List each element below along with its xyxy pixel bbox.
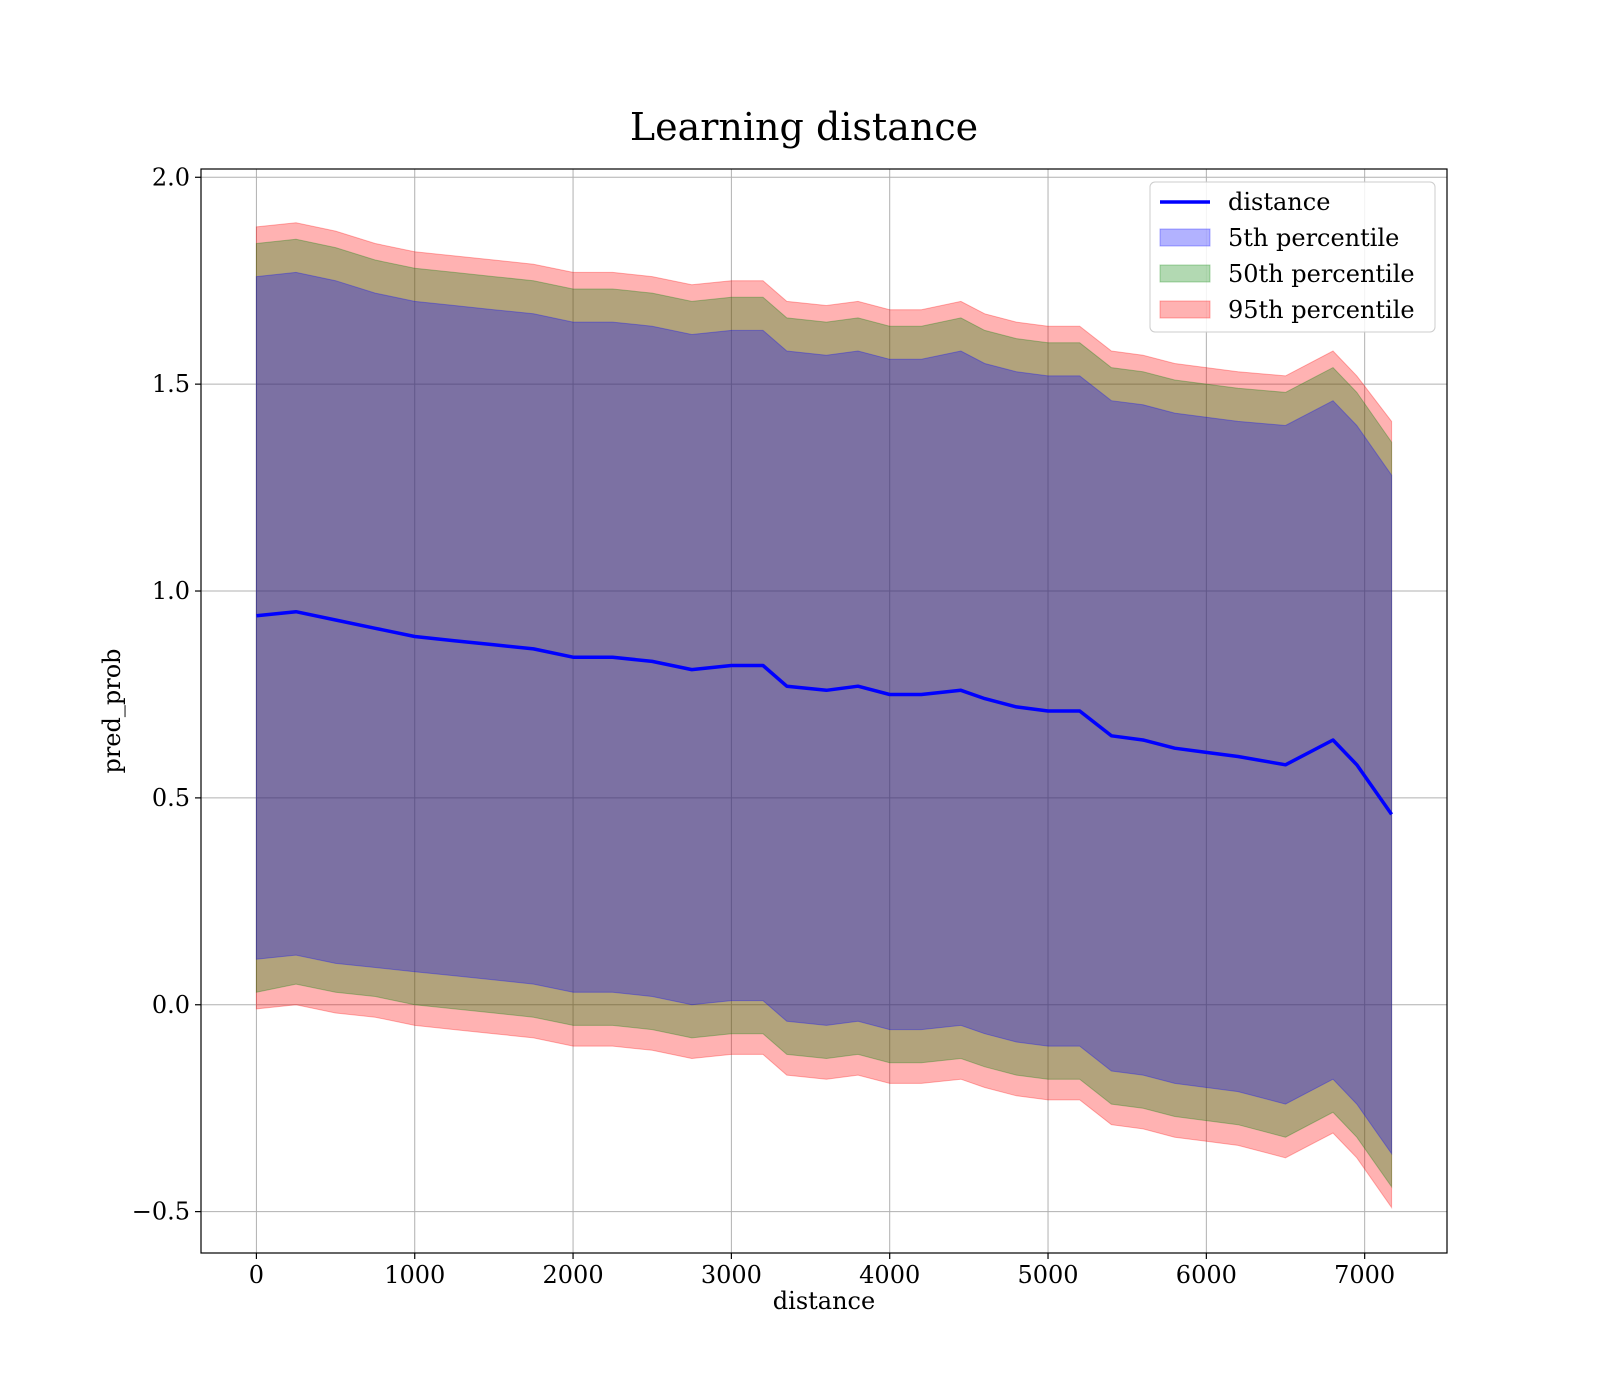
- x-tick-label: 5000: [1017, 1261, 1078, 1289]
- x-tick-label: 4000: [859, 1261, 920, 1289]
- axis-ticks: 0 1000 2000 3000 4000 5000 6000 7000 −0.5 0.0 0.5 1…: [132, 163, 1395, 1289]
- x-tick-label: 2000: [543, 1261, 604, 1289]
- x-tick-label: 6000: [1176, 1261, 1237, 1289]
- legend-entry-label: 5th percentile: [1228, 224, 1399, 252]
- distance-line-layer: [256, 609, 1394, 816]
- legend-entry-label: 50th percentile: [1228, 260, 1415, 288]
- y-tick-label: 1.5: [152, 370, 190, 398]
- band-95th-percentile: [255, 222, 1393, 1210]
- distance-line: [256, 609, 1394, 816]
- x-tick-label: 1000: [384, 1261, 445, 1289]
- legend-swatch-patch: [1159, 300, 1211, 319]
- y-tick-label: 2.0: [152, 163, 190, 191]
- y-tick-label: 1.0: [152, 577, 190, 605]
- y-tick-label: −0.5: [132, 1198, 190, 1226]
- y-tick-label: 0.0: [152, 991, 190, 1019]
- plot-frame: [200, 168, 1448, 1254]
- legend-entry-label: distance: [1228, 188, 1330, 216]
- y-tick-label: 0.5: [152, 784, 190, 812]
- x-tick-label: 3000: [701, 1261, 762, 1289]
- band-5th-percentile: [255, 271, 1393, 1156]
- percentile-bands: [255, 222, 1393, 1210]
- band-50th-percentile: [255, 238, 1393, 1189]
- x-tick-label: 7000: [1334, 1261, 1395, 1289]
- x-axis-label: distance: [773, 1287, 875, 1315]
- legend-entry-label: 95th percentile: [1228, 296, 1415, 324]
- legend-swatch-patch: [1159, 264, 1211, 283]
- chart-title: Learning distance: [630, 105, 978, 149]
- x-tick-label: 0: [249, 1261, 264, 1289]
- y-axis-label: pred_prob: [98, 648, 126, 773]
- legend-swatch-patch: [1159, 228, 1211, 247]
- legend-box: [1149, 181, 1436, 333]
- legend: distance 5th percentile 50th percentile 95t…: [1149, 181, 1436, 333]
